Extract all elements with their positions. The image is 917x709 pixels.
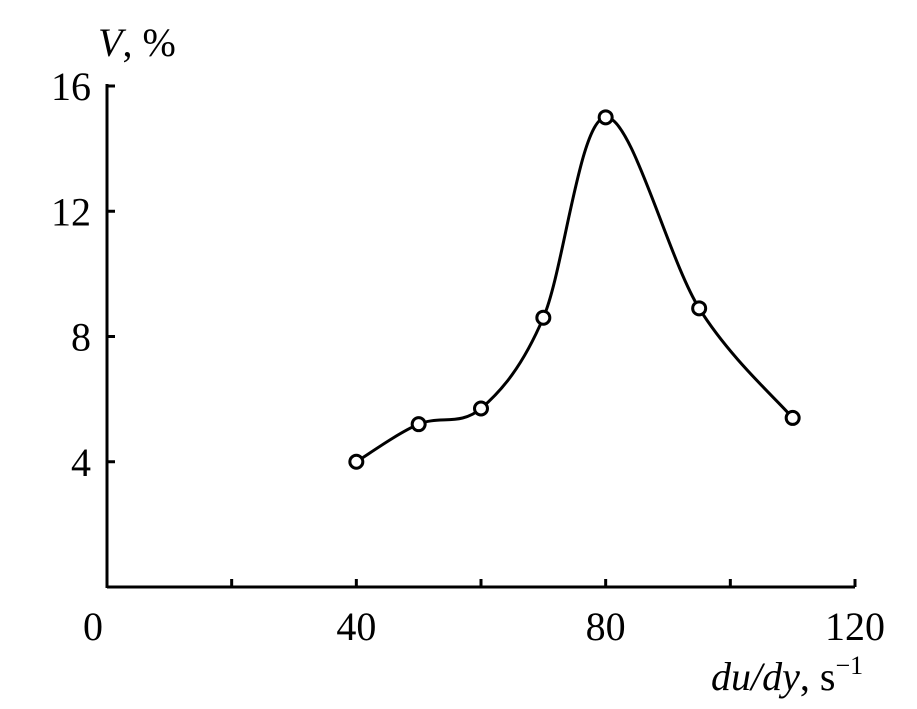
y-tick-label: 8	[71, 315, 91, 360]
y-axis-unit: , %	[122, 20, 175, 65]
y-axis-title: V, %	[98, 20, 176, 65]
x-axis-exponent: −1	[835, 651, 863, 680]
x-tick-label: 0	[83, 604, 103, 649]
x-tick-label: 40	[336, 604, 376, 649]
y-tick-label: 4	[71, 440, 91, 485]
data-point	[784, 409, 801, 426]
x-axis-unit: , s	[800, 654, 836, 699]
x-tick-label: 120	[825, 604, 885, 649]
series-line	[355, 115, 794, 464]
data-point	[473, 400, 489, 417]
y-axis-variable: V	[98, 20, 127, 65]
x-axis	[107, 579, 857, 589]
y-axis	[105, 84, 115, 588]
x-tick-label: 80	[586, 604, 626, 649]
data-point	[691, 300, 708, 317]
y-tick-label: 16	[51, 64, 91, 109]
y-tick-label: 12	[51, 189, 91, 234]
data-point	[535, 309, 552, 326]
x-axis-variable: du/dy	[711, 654, 800, 699]
data-point	[597, 109, 614, 126]
data-point	[410, 416, 427, 433]
x-axis-title: du/dy, s−1	[711, 651, 863, 699]
data-point	[348, 453, 365, 470]
